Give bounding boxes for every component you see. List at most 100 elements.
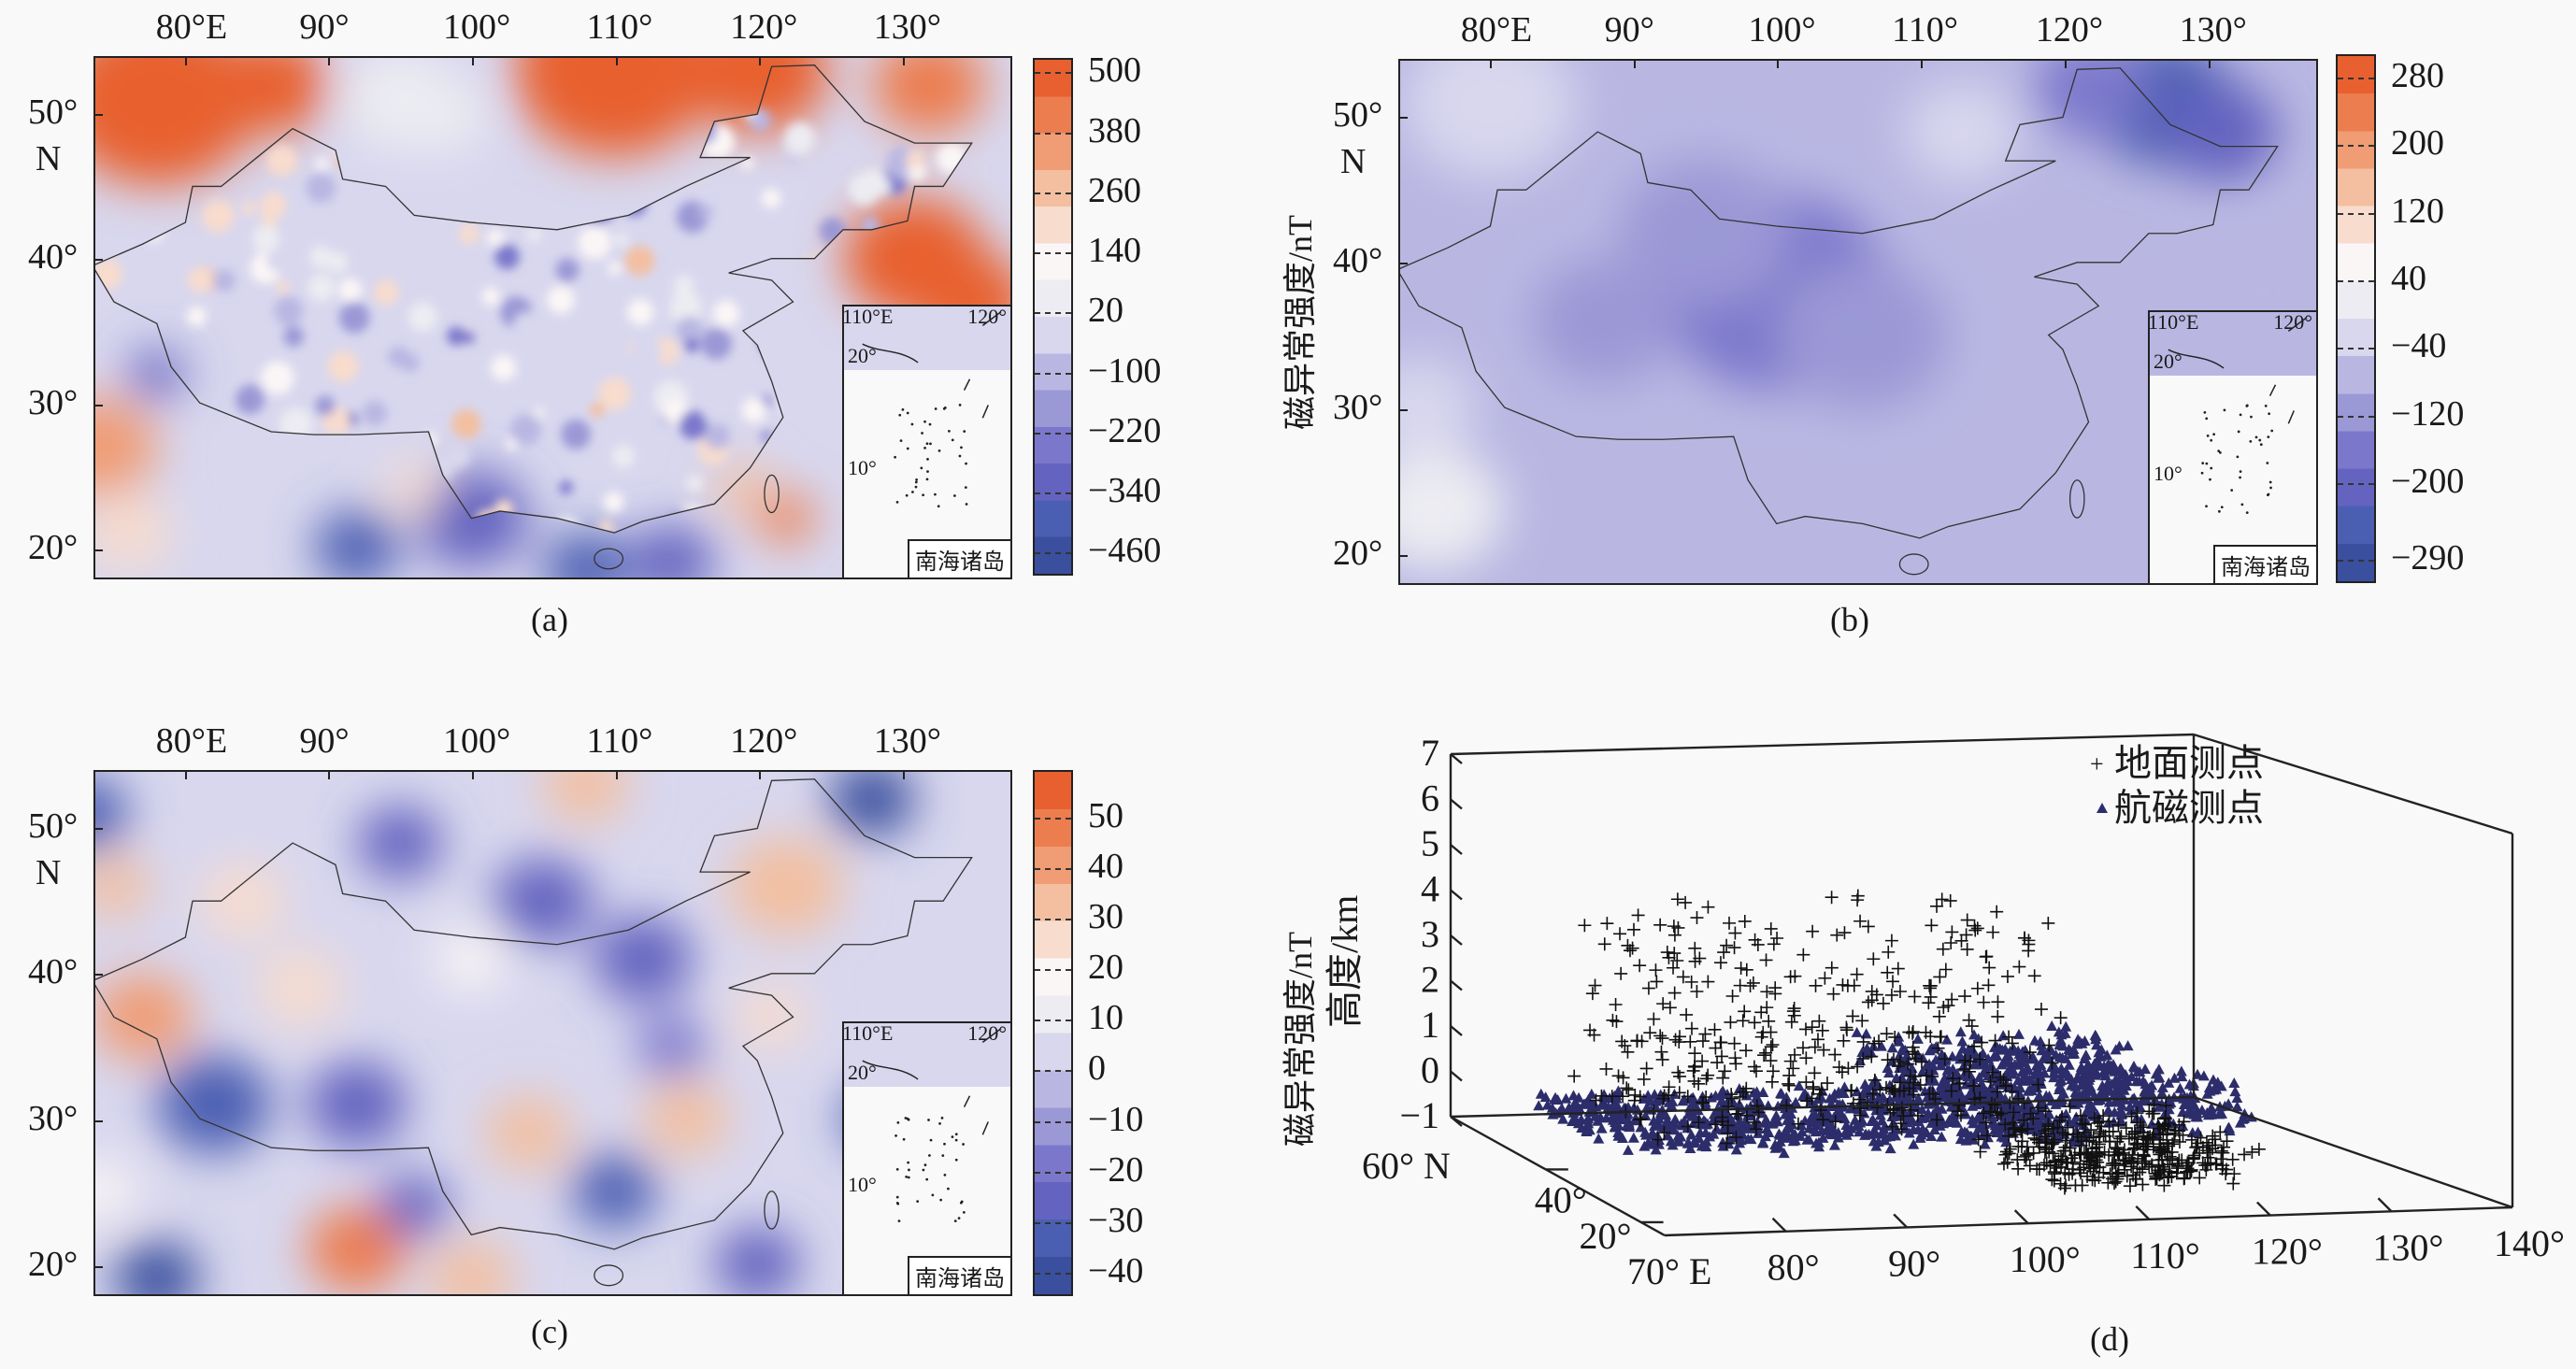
aeromagnetic-point <box>1851 1026 1863 1037</box>
ground-point <box>2031 1077 2045 1091</box>
aeromagnetic-point <box>1711 1103 1724 1114</box>
aeromagnetic-point <box>2001 1071 2013 1082</box>
aeromagnetic-point <box>2002 1127 2014 1138</box>
ground-point <box>2127 1130 2141 1144</box>
aeromagnetic-point <box>2091 1039 2103 1050</box>
ground-point <box>2165 1169 2179 1183</box>
aeromagnetic-point <box>2058 1128 2070 1139</box>
ground-point <box>1620 1081 1634 1095</box>
ground-point <box>2157 1178 2171 1192</box>
aeromagnetic-point <box>2068 1117 2081 1128</box>
ground-point <box>2118 1162 2132 1176</box>
ground-point <box>1727 941 1741 955</box>
aeromagnetic-point <box>2022 1085 2034 1096</box>
aeromagnetic-point <box>1744 1102 1756 1113</box>
aeromagnetic-point <box>2031 1082 2043 1093</box>
ground-point <box>1770 932 1784 945</box>
aeromagnetic-point <box>2000 1056 2012 1067</box>
anomaly-blob <box>399 77 486 151</box>
aeromagnetic-point <box>1590 1101 1602 1112</box>
ground-point <box>1768 981 1782 995</box>
ground-point <box>1944 1084 1958 1098</box>
aeromagnetic-point <box>2030 1060 2042 1071</box>
ground-point <box>2021 1122 2035 1136</box>
ground-point <box>2086 1164 2100 1178</box>
ground-point <box>2105 1159 2119 1173</box>
aeromagnetic-point <box>2168 1118 2180 1129</box>
aeromagnetic-point <box>1622 1107 1634 1119</box>
ground-point <box>2137 1125 2151 1139</box>
aeromagnetic-point <box>1742 1109 1754 1120</box>
aeromagnetic-point <box>1739 1115 1752 1126</box>
map-plot: 110°E 120° 20° 10° 南海诸岛 <box>93 56 1012 579</box>
island-dot <box>914 480 918 484</box>
ground-point <box>2163 1149 2177 1163</box>
aeromagnetic-point <box>2016 1046 2028 1057</box>
island-dot <box>923 447 926 449</box>
island-dot <box>947 1187 950 1191</box>
ground-point <box>1589 1093 1603 1107</box>
aeromagnetic-point <box>2007 1068 2019 1079</box>
anomaly-blob <box>128 349 186 399</box>
island-dot <box>2264 405 2268 407</box>
aeromagnetic-point <box>1796 1090 1809 1101</box>
y-axis-line <box>1450 1115 1666 1237</box>
anomaly-speckle <box>506 437 518 450</box>
aeromagnetic-point <box>1839 1113 1851 1124</box>
ground-point <box>2126 1156 2140 1170</box>
aeromagnetic-point <box>1957 1060 1969 1071</box>
aeromagnetic-point <box>2068 1043 2080 1054</box>
aeromagnetic-point <box>1748 1122 1760 1134</box>
aeromagnetic-point <box>1925 1093 1937 1105</box>
ground-point <box>2219 1167 2233 1181</box>
aeromagnetic-point <box>1711 1111 1724 1122</box>
ground-point <box>1996 1157 2011 1171</box>
ground-point <box>1958 1053 1972 1067</box>
aeromagnetic-point <box>1931 1115 1943 1126</box>
ground-point <box>2152 1160 2166 1174</box>
aeromagnetic-point <box>1899 1122 1911 1134</box>
colorbar-tick-label: −460 <box>1088 531 1162 571</box>
aeromagnetic-point <box>1612 1111 1624 1122</box>
ground-point <box>1954 1108 1968 1122</box>
aeromagnetic-point <box>2125 1105 2137 1116</box>
anomaly-speckle <box>669 291 702 324</box>
aeromagnetic-point <box>2201 1088 2213 1099</box>
ground-point <box>1893 1084 1907 1098</box>
ground-point <box>2118 1153 2132 1167</box>
aeromagnetic-point <box>2150 1095 2162 1106</box>
aeromagnetic-point <box>1691 1105 1703 1116</box>
ground-point <box>1882 945 1896 959</box>
aeromagnetic-point <box>1969 1085 1982 1096</box>
aeromagnetic-point <box>2211 1083 2223 1094</box>
island-dot <box>951 438 954 442</box>
aeromagnetic-point <box>2059 1027 2071 1038</box>
aeromagnetic-point <box>1740 1117 1753 1128</box>
ground-point <box>2082 1155 2097 1169</box>
island-dot <box>934 492 937 496</box>
legend-label-ground: 地面测点 <box>2114 742 2264 784</box>
ground-point <box>1746 976 1760 990</box>
aeromagnetic-point <box>1892 1099 1904 1110</box>
aeromagnetic-point <box>2184 1090 2197 1101</box>
ground-point <box>2003 1142 2017 1156</box>
aeromagnetic-point <box>1828 1111 1840 1122</box>
aeromagnetic-point <box>2155 1098 2168 1109</box>
aeromagnetic-point <box>1968 1083 1980 1094</box>
aeromagnetic-point <box>2055 1062 2068 1074</box>
ground-point <box>2151 1118 2165 1132</box>
aeromagnetic-point <box>2063 1116 2075 1127</box>
aeromagnetic-point <box>2118 1075 2130 1086</box>
ground-point <box>1715 1049 1729 1063</box>
colorbar-title: 磁异常强度/nT <box>1281 215 1319 430</box>
ground-point <box>2055 1126 2069 1140</box>
ground-point <box>2213 1125 2227 1139</box>
ground-point <box>2166 1151 2180 1165</box>
ground-point <box>2026 1112 2040 1126</box>
aeromagnetic-point <box>1773 1128 1785 1139</box>
aeromagnetic-point <box>1825 1119 1838 1131</box>
aeromagnetic-point <box>1553 1106 1566 1118</box>
aeromagnetic-point <box>1572 1118 1584 1129</box>
aeromagnetic-point <box>1727 1097 1739 1108</box>
ground-point <box>2084 1150 2098 1164</box>
